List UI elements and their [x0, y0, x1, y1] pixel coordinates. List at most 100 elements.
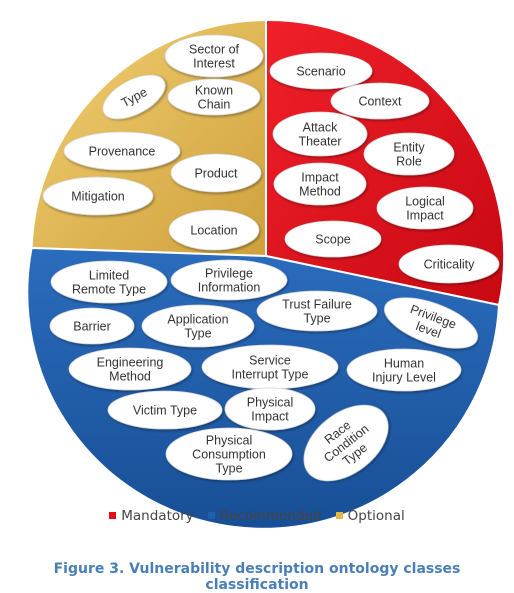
class-label: Theater — [298, 135, 341, 149]
class-label: Sector of — [189, 43, 240, 57]
class-node-criticality: Criticality — [398, 244, 500, 284]
class-label: Type — [303, 312, 330, 326]
class-oval — [363, 132, 455, 176]
class-label: Entity — [393, 141, 425, 155]
class-oval — [256, 290, 378, 332]
class-node-barrier: Barrier — [49, 307, 135, 345]
class-label: Known — [195, 84, 233, 98]
class-label: Impact — [251, 410, 289, 424]
class-label: Scenario — [296, 65, 345, 79]
class-oval — [49, 307, 135, 345]
class-node-mitigation: Mitigation — [42, 176, 154, 216]
class-oval — [68, 347, 192, 391]
class-oval — [272, 111, 368, 157]
class-oval — [398, 244, 500, 284]
class-oval — [107, 390, 223, 430]
class-label: Victim Type — [133, 404, 197, 418]
class-label: Impact — [301, 171, 339, 185]
class-label: Criticality — [424, 258, 475, 272]
class-oval — [141, 304, 255, 348]
figure-caption: Figure 3. Vulnerability description onto… — [53, 561, 461, 593]
class-label: Trust Failure — [282, 298, 352, 312]
class-label: Service — [249, 354, 291, 368]
class-label: Engineering — [97, 356, 164, 370]
class-label: Remote Type — [72, 283, 146, 297]
legend-label: Optional — [347, 508, 405, 524]
class-label: Mitigation — [71, 190, 125, 204]
class-oval — [50, 260, 168, 304]
class-oval — [102, 74, 166, 120]
class-node-product: Product — [170, 153, 262, 193]
class-label: Role — [396, 155, 422, 169]
class-oval — [42, 176, 154, 216]
class-label: Interrupt Type — [232, 368, 309, 382]
class-label: Limited — [89, 269, 129, 283]
class-label: Logical — [405, 195, 445, 209]
legend-item-mandatory: Mandatory — [109, 508, 194, 524]
class-oval — [170, 259, 288, 301]
class-label: Information — [198, 281, 261, 295]
class-label: Scope — [315, 233, 350, 247]
class-oval — [224, 387, 316, 431]
legend-item-optional: Optional — [335, 508, 405, 524]
class-oval — [376, 186, 474, 230]
class-oval — [170, 153, 262, 193]
legend-swatch-recommended — [207, 512, 215, 519]
class-node-location: Location — [168, 209, 260, 251]
class-label: Product — [194, 167, 238, 181]
class-label: Type — [184, 327, 211, 341]
class-oval — [284, 220, 382, 258]
class-oval — [273, 162, 367, 206]
class-node-type: Type — [102, 74, 166, 120]
class-node-scenario: Scenario — [269, 52, 373, 90]
class-label: Privilege — [205, 267, 253, 281]
class-label: Application — [167, 313, 228, 327]
class-label: Attack — [303, 121, 338, 135]
legend-label: Mandatory — [121, 508, 194, 524]
class-label: Barrier — [73, 320, 111, 334]
class-label: Context — [358, 95, 402, 109]
class-oval — [346, 348, 462, 392]
class-oval — [167, 78, 261, 116]
class-oval — [269, 52, 373, 90]
class-label: Type — [215, 462, 242, 476]
class-label: Location — [190, 224, 237, 238]
class-oval — [168, 209, 260, 251]
class-label: Human — [384, 357, 424, 371]
class-node-provenance: Provenance — [63, 131, 181, 171]
class-oval — [63, 131, 181, 171]
class-node-scope: Scope — [284, 220, 382, 258]
class-label: Injury Level — [372, 371, 436, 385]
class-label: Provenance — [89, 145, 156, 159]
class-label: Physical — [206, 434, 253, 448]
class-label: Chain — [198, 98, 231, 112]
legend-label: Recommended — [219, 508, 322, 524]
class-label: Method — [299, 185, 341, 199]
class-label: Method — [109, 370, 151, 384]
class-oval — [384, 297, 478, 349]
legend-swatch-optional — [335, 512, 343, 519]
class-node-victim-type: Victim Type — [107, 390, 223, 430]
class-oval — [330, 82, 430, 120]
class-oval — [164, 34, 264, 78]
class-node-context: Context — [330, 82, 430, 120]
legend-item-recommended: Recommended — [207, 508, 322, 524]
